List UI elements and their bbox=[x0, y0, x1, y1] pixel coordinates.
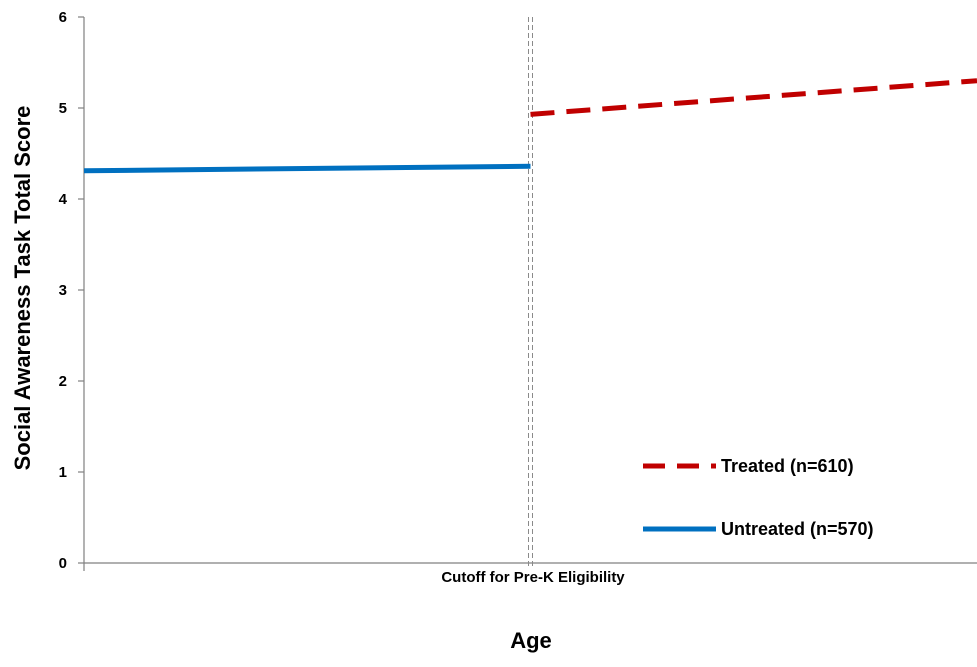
y-tick-label: 3 bbox=[59, 282, 67, 299]
y-tick-label: 5 bbox=[59, 100, 67, 117]
y-tick-label: 0 bbox=[59, 555, 67, 572]
series-group bbox=[83, 78, 977, 174]
cutoff-label: Cutoff for Pre-K Eligibility bbox=[441, 569, 625, 586]
axes bbox=[83, 17, 977, 571]
cutoff-line-group bbox=[528, 17, 533, 569]
y-tick-label: 2 bbox=[59, 373, 67, 390]
legend-label: Untreated (n=570) bbox=[721, 519, 874, 539]
y-axis-ticks: 0 1 2 3 4 5 6 bbox=[59, 9, 84, 572]
x-axis-title: Age bbox=[510, 628, 552, 653]
y-tick-label: 4 bbox=[59, 191, 68, 208]
y-tick-label: 6 bbox=[59, 9, 67, 26]
legend-label: Treated (n=610) bbox=[721, 456, 854, 476]
legend: Treated (n=610) Untreated (n=570) bbox=[643, 456, 874, 539]
untreated-line bbox=[83, 163, 531, 174]
y-tick-label: 1 bbox=[59, 464, 67, 481]
y-axis-title: Social Awareness Task Total Score bbox=[10, 106, 35, 471]
treated-line bbox=[530, 78, 977, 117]
